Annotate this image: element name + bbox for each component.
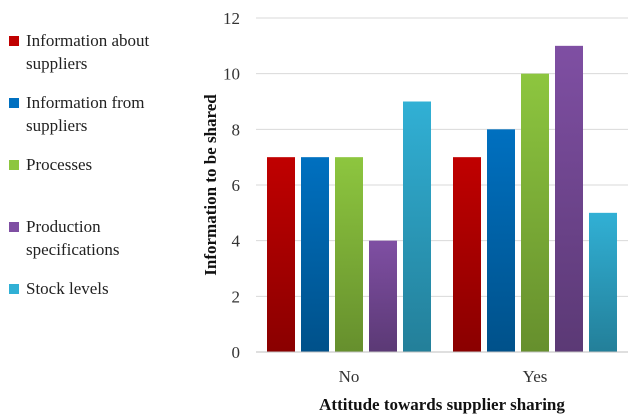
legend-label: Stock levels [26, 279, 109, 298]
legend-swatch [9, 36, 19, 46]
legend-swatch [9, 222, 19, 232]
bar-no-processes [335, 157, 363, 352]
y-tick-label: 12 [223, 9, 240, 28]
x-tick-label-yes: Yes [523, 367, 548, 386]
bar-no-stock-levels [403, 101, 431, 352]
legend-swatch [9, 160, 19, 170]
legend-swatch [9, 284, 19, 294]
y-tick-label: 8 [232, 120, 241, 139]
y-tick-label: 6 [232, 176, 241, 195]
y-tick-label: 4 [232, 232, 241, 251]
y-tick-label: 10 [223, 65, 240, 84]
bar-yes-processes [521, 73, 549, 353]
bar-yes-information-about-suppliers [453, 157, 481, 352]
y-tick-label: 2 [232, 287, 241, 306]
x-axis-title: Attitude towards supplier sharing [319, 395, 565, 414]
y-tick-label: 0 [232, 343, 241, 362]
legend-item-information-from-suppliers: Information from suppliers [9, 93, 145, 135]
bar-yes-information-from-suppliers [487, 129, 515, 352]
bar-no-information-from-suppliers [301, 157, 329, 352]
bar-yes-production-specifications [555, 45, 583, 352]
bar-no-information-about-suppliers [267, 157, 295, 352]
legend-swatch [9, 98, 19, 108]
legend-label: Information from suppliers [26, 93, 145, 135]
bar-no-production-specifications [369, 240, 397, 352]
x-axis-ticks: No Yes [339, 367, 548, 386]
legend-label: Processes [26, 155, 92, 174]
legend-item-processes: Processes [9, 155, 92, 174]
legend-label: Information about suppliers [26, 31, 149, 73]
y-axis-title: Information to be shared [201, 94, 220, 276]
legend: Information about suppliers Information fr… [9, 31, 149, 298]
y-axis-ticks: 0 2 4 6 8 10 12 [223, 9, 241, 362]
bar-yes-stock-levels [589, 212, 617, 352]
legend-item-stock-levels: Stock levels [9, 279, 109, 298]
legend-item-information-about-suppliers: Information about suppliers [9, 31, 149, 73]
legend-item-production-specifications: Production specifications [9, 217, 119, 259]
legend-label: Production specifications [26, 217, 119, 259]
bars [267, 45, 617, 353]
x-tick-label-no: No [339, 367, 360, 386]
